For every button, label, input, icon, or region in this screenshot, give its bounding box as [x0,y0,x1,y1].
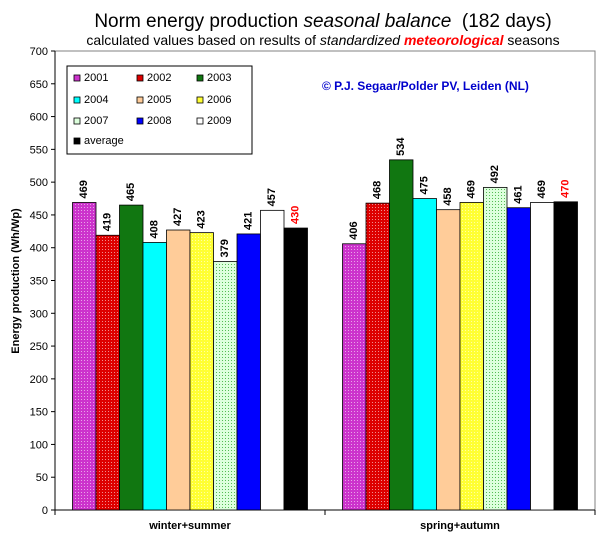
bars-layer [72,159,578,511]
bar-pattern [343,244,366,510]
legend-swatch [136,74,144,82]
y-tick-label: 500 [30,177,48,189]
bar [260,209,285,511]
y-tick-label: 0 [42,505,48,517]
legend-swatch [73,137,81,145]
legend-swatch [73,74,81,82]
y-tick-label: 350 [30,276,48,288]
legend-label: 2003 [207,72,231,84]
legend-label: average [84,135,124,147]
legend-swatch [73,117,81,125]
chart-title: Norm energy production seasonal balance … [94,11,551,32]
bar-pattern [96,235,119,510]
data-label: 465 [125,183,137,201]
legend-label: 2008 [147,115,171,127]
y-tick-label: 400 [30,243,48,255]
data-label: 457 [266,188,278,206]
data-label: 534 [395,137,407,156]
data-label: 419 [102,213,114,231]
bar [236,233,261,511]
y-tick-label: 150 [30,407,48,419]
bar [119,204,144,511]
data-label: 469 [536,180,548,198]
data-label: 458 [442,187,454,205]
legend-label: 2001 [84,72,108,84]
legend-label: 2005 [147,94,171,106]
bar-pattern [366,203,389,510]
y-tick-label: 100 [30,439,48,451]
bar [389,159,414,511]
data-label: 469 [466,180,478,198]
data-label: 469 [78,180,90,198]
legend-swatch [196,96,204,104]
y-tick-label: 250 [30,341,48,353]
legend-swatch [196,74,204,82]
data-label: 430 [290,206,302,224]
bar [412,198,437,511]
data-label: 468 [372,181,384,199]
bar [283,227,308,511]
y-tick-label: 450 [30,210,48,222]
y-tick-label: 200 [30,374,48,386]
bar-pattern [484,187,507,510]
bar [506,207,531,511]
x-category-label: spring+autumn [420,520,500,532]
data-label: 427 [172,208,184,226]
bar [166,229,191,511]
legend-label: 2009 [207,115,231,127]
copyright-text: © P.J. Segaar/Polder PV, Leiden (NL) [322,79,529,93]
bar [436,209,461,511]
legend-swatch [73,96,81,104]
data-label: 492 [489,165,501,183]
bar-pattern [73,202,96,510]
y-tick-label: 50 [36,472,48,484]
bar-pattern [214,261,237,510]
chart-subtitle: calculated values based on results of st… [86,32,559,48]
legend-label: 2007 [84,115,108,127]
data-label: 379 [219,239,231,257]
legend-swatch [136,117,144,125]
data-label: 423 [196,210,208,228]
y-tick-label: 600 [30,112,48,124]
bar-pattern [460,202,483,510]
data-label: 406 [348,221,360,239]
legend-label: 2006 [207,94,231,106]
bar-pattern [190,233,213,510]
legend-label: 2002 [147,72,171,84]
legend-label: 2004 [84,94,108,106]
y-tick-label: 650 [30,79,48,91]
labels-layer: 469 419 465 408 427 423 379 421 457 430 406 468 534 4… [78,137,572,258]
data-label: 421 [243,212,255,230]
legend-swatch [136,96,144,104]
data-label: 470 [560,179,572,197]
y-tick-label: 300 [30,308,48,320]
y-tick-label: 700 [30,46,48,58]
y-axis-title: Energy production (Wh/Wp) [10,208,22,354]
bar [530,202,555,511]
legend-swatch [196,117,204,125]
data-label: 475 [419,176,431,194]
data-label: 461 [513,185,525,203]
bar [142,242,167,511]
x-category-label: winter+summer [148,520,231,532]
legend-box [66,65,253,155]
bar [553,201,578,511]
data-label: 408 [149,220,161,238]
y-tick-label: 550 [30,144,48,156]
legend: 2001 2002 2003 2004 2005 2006 2007 2008 2009 aver… [66,65,253,155]
